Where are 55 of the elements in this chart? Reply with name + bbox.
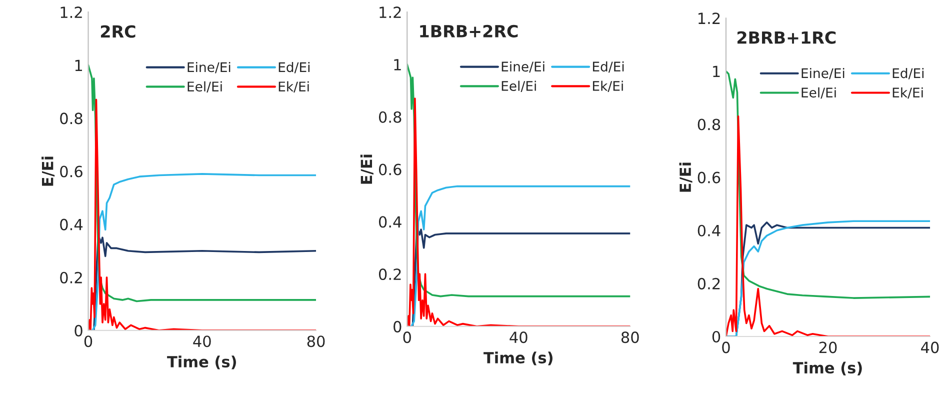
y-tick-label: 1.2 [698,12,720,24]
y-tick-label: 1 [394,59,401,70]
y-axis-title: E/Ei [360,154,374,184]
line-series [88,98,316,330]
legend-label: Ed/Ei [592,61,624,73]
y-tick-label: 0.4 [60,218,83,230]
x-axis-title: Time (s) [792,362,862,376]
y-tick-label: 0 [394,320,402,332]
line-series [407,98,630,326]
x-tick-label: 0 [722,342,730,354]
x-tick-label: 0 [403,332,411,344]
line-series [407,185,630,326]
legend-label: Ed/Ei [278,62,310,74]
x-axis-title: Time (s) [484,352,552,366]
y-tick-label: 0.8 [60,112,82,124]
y-axis-title: E/Ei [42,156,55,186]
y-tick-label: 0.8 [698,118,720,130]
x-tick-label: 80 [621,332,639,344]
legend-label: Eel/Ei [502,80,536,92]
line-series [88,64,316,302]
y-axis-title: E/Ei [679,162,692,192]
line-series [726,70,930,299]
line-series [726,115,930,337]
x-tick-label: 40 [510,332,528,344]
legend-label: Eel/Ei [802,87,836,99]
x-tick-label: 20 [819,342,837,354]
text: 1BRB+2RC [420,24,518,38]
y-tick-label: 0.4 [698,224,720,236]
legend-label: Eine/Ei [502,61,544,73]
x-tick-label: 40 [193,336,211,348]
y-tick-label: 1.2 [60,6,82,18]
legend-label: Ek/Ei [592,80,623,92]
y-tick-label: 0.8 [378,111,402,123]
legend-label: Eel/Ei [188,81,222,93]
text: 2BRB+1RC [738,31,836,44]
y-tick-label: 1.2 [380,6,401,18]
text: 2RC [100,25,136,38]
y-tick-label: 0.2 [378,268,401,280]
legend-label: Ek/Ei [892,87,923,99]
x-tick-label: 40 [921,342,939,354]
legend-label: Eine/Ei [188,62,230,74]
legend-label: Ek/Ei [278,81,309,93]
y-tick-label: 0.2 [698,278,720,290]
y-tick-label: 0.4 [378,216,402,228]
legend-label: Eine/Ei [802,68,844,80]
y-tick-label: 1 [713,66,720,77]
x-tick-label: 80 [307,336,325,348]
y-tick-label: 0.2 [60,272,82,284]
y-tick-label: 0.6 [378,164,402,176]
y-tick-label: 0.6 [698,172,720,184]
legend-label: Ed/Ei [892,68,924,80]
y-tick-label: 1 [75,60,82,71]
y-tick-label: 0.6 [60,166,82,178]
x-tick-label: 0 [84,336,92,348]
x-axis-title: Time (s) [167,356,236,370]
